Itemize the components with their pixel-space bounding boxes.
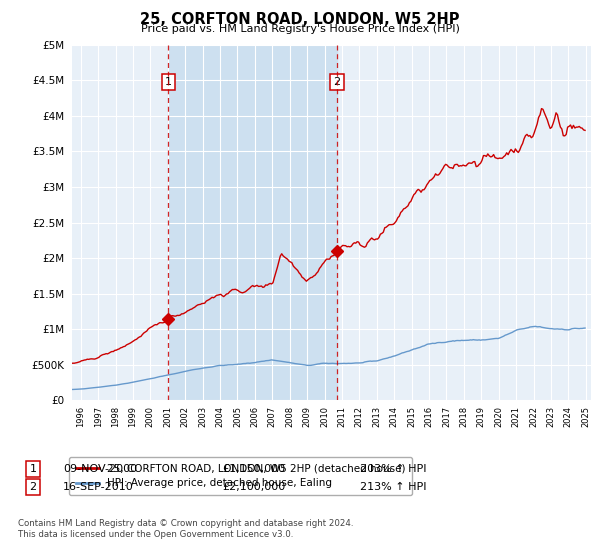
Text: 203% ↑ HPI: 203% ↑ HPI — [360, 464, 427, 474]
Text: Price paid vs. HM Land Registry's House Price Index (HPI): Price paid vs. HM Land Registry's House … — [140, 24, 460, 34]
Text: Contains HM Land Registry data © Crown copyright and database right 2024.
This d: Contains HM Land Registry data © Crown c… — [18, 519, 353, 539]
Text: £2,100,000: £2,100,000 — [222, 482, 285, 492]
Text: £1,150,000: £1,150,000 — [222, 464, 285, 474]
Bar — [169, 45, 337, 400]
Text: 16-SEP-2010: 16-SEP-2010 — [63, 482, 134, 492]
Legend: 25, CORFTON ROAD, LONDON, W5 2HP (detached house), HPI: Average price, detached : 25, CORFTON ROAD, LONDON, W5 2HP (detach… — [70, 457, 412, 494]
Text: 1: 1 — [165, 77, 172, 87]
Text: 1: 1 — [29, 464, 37, 474]
Text: 2: 2 — [29, 482, 37, 492]
Text: 25, CORFTON ROAD, LONDON, W5 2HP: 25, CORFTON ROAD, LONDON, W5 2HP — [140, 12, 460, 27]
Text: 2: 2 — [334, 77, 340, 87]
Text: 09-NOV-2000: 09-NOV-2000 — [63, 464, 137, 474]
Text: 213% ↑ HPI: 213% ↑ HPI — [360, 482, 427, 492]
